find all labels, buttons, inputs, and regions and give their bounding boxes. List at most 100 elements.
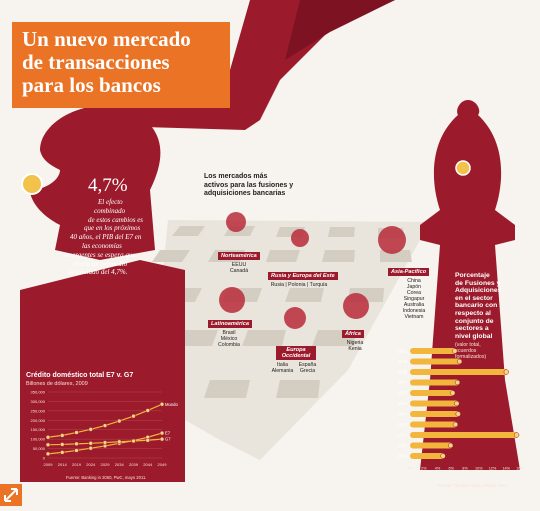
category-label: 2009 <box>398 359 408 364</box>
title-box: Un nuevo mercado de transacciones para l… <box>12 22 230 108</box>
country: Singapur <box>403 296 425 302</box>
coin-icon <box>21 173 43 195</box>
globe-europe <box>284 307 306 329</box>
x-tick-label: 14% <box>502 467 510 471</box>
board-title: Los mercados más activos para las fusion… <box>204 173 293 199</box>
right-title-line: nivel global <box>455 332 493 340</box>
country: Australia <box>403 302 425 308</box>
title-line-1: Un nuevo mercado <box>22 27 191 51</box>
y-tick-label: 350,000 <box>31 390 46 395</box>
country: Colombia <box>218 342 240 348</box>
data-point <box>117 439 122 445</box>
bar <box>410 432 519 438</box>
data-point <box>60 442 65 447</box>
data-point <box>159 402 165 407</box>
region-label-russia-east-europe: Rusia y Europa del Este <box>268 272 338 280</box>
right-sub-line: formalizados) <box>455 354 487 360</box>
data-point <box>60 450 65 455</box>
country: México <box>220 336 238 342</box>
region-countries-western-europe: Italia España Alemania Grecia <box>270 362 320 374</box>
left-chart-source: Fuente: Banking in 2050, PwC, mayo 2011. <box>66 475 147 480</box>
board-title-line: Los mercados más <box>204 173 268 180</box>
bar-coin <box>450 390 456 396</box>
growth-desc-line: de estos cambios es <box>88 215 144 224</box>
x-tick-label: 12% <box>489 467 497 471</box>
country: Nigeria <box>346 340 364 346</box>
country: Alemania <box>271 368 294 374</box>
bar <box>410 400 459 407</box>
growth-desc-line: 40 años, el PIB del E7 en <box>70 233 142 242</box>
data-point <box>88 441 93 446</box>
right-panel-subtitle: (valor total, acuerdos formalizados) <box>455 342 515 362</box>
data-point <box>145 408 150 413</box>
data-point <box>102 423 108 428</box>
right-title-line: de Fusiones y <box>455 279 501 287</box>
bar-coin <box>503 369 509 375</box>
bishop-piece <box>420 100 520 470</box>
data-point <box>131 413 136 419</box>
growth-desc-line: El efecto <box>98 198 123 206</box>
region-countries-asia-pacific: China Japón Corea Singapur Australia Ind… <box>394 278 434 320</box>
country: EEUU <box>231 262 247 268</box>
expand-button[interactable] <box>0 484 22 506</box>
right-panel-title: Porcentaje de Fusiones y Adquisiciones e… <box>455 272 535 344</box>
x-tick-label: 2009 <box>44 462 54 467</box>
country: Corea <box>406 290 422 296</box>
country: Italia <box>277 362 288 368</box>
x-tick-label: 10% <box>475 467 483 471</box>
bishop-coin-icon <box>455 160 471 176</box>
x-tick-label: 2024 <box>86 462 96 467</box>
data-point <box>45 451 51 457</box>
country: Rusia | Polonia | Turquía <box>270 282 328 288</box>
bar-coin <box>440 453 446 459</box>
right-title-line: Adquisiciones <box>455 287 502 295</box>
globe-africa <box>343 293 369 319</box>
y-tick-label: 100,000 <box>31 437 46 442</box>
bar-coin <box>455 411 461 417</box>
board-title-line: activos para las fusiones y <box>204 181 294 189</box>
series-line-mundo <box>47 403 163 438</box>
category-label: 2002 <box>398 433 408 438</box>
growth-desc-line: que en los próximos <box>84 224 141 233</box>
x-tick-label: 2044 <box>143 462 153 467</box>
data-point <box>74 448 79 453</box>
region-countries-russia-east-europe: Rusia | Polonia | Turquía <box>270 282 328 288</box>
category-label: 2006 <box>398 391 408 396</box>
category-label: 2004 <box>398 412 408 417</box>
x-tick-label: 0% <box>407 467 413 471</box>
globe-latam <box>219 287 245 313</box>
x-tick-label: 2% <box>421 467 427 471</box>
bar-coin <box>454 379 461 386</box>
right-title-line: sectores a <box>455 325 489 333</box>
region-label-western-europe: Europa Occidental <box>276 346 316 360</box>
category-label: 2008 <box>398 370 408 375</box>
x-tick-label: 4% <box>435 467 441 471</box>
y-tick-label: 250,000 <box>31 408 46 413</box>
country: España <box>298 362 317 368</box>
data-point <box>159 430 165 436</box>
title-line-2: de transacciones <box>22 50 170 74</box>
country: Kenia <box>348 346 362 352</box>
category-label: 2001 <box>398 443 408 448</box>
x-tick-label: 16% <box>516 467 524 471</box>
category-label: 2010 <box>398 349 408 354</box>
region-countries-latam: Brasil México Colombia <box>212 330 246 348</box>
data-point <box>102 440 108 445</box>
globes <box>219 212 406 329</box>
bar <box>410 348 457 354</box>
x-tick-label: 8% <box>462 467 468 471</box>
x-tick-label: 2034 <box>115 462 125 467</box>
bar-coin <box>447 442 454 449</box>
right-chart-source: Fuente: Thomson One, octubre 2010. <box>438 483 508 488</box>
bar-coin <box>513 432 520 438</box>
country: Japón <box>406 284 422 290</box>
data-point <box>74 441 79 447</box>
region-label-latam: Latinoamérica <box>208 320 252 328</box>
left-line-chart: 0 50,000 100,000 150,000 200,000 250,000 300,0… <box>31 390 179 468</box>
right-title-line: bancario con <box>455 302 498 310</box>
bar-coin <box>454 400 460 407</box>
growth-desc-line: acumulado del 4,7%. <box>68 268 128 277</box>
data-point <box>159 436 165 442</box>
category-label: 2003 <box>398 422 408 427</box>
expand-icon <box>4 488 18 502</box>
